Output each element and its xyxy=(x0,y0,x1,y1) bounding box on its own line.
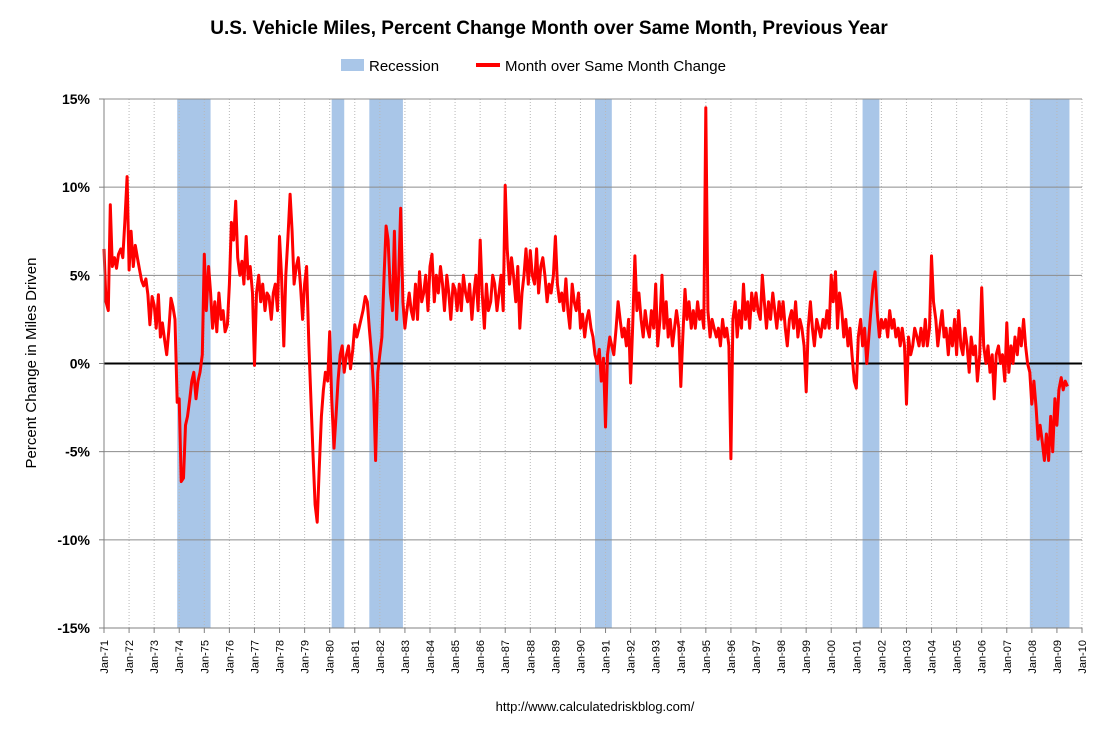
x-tick-label: Jan-92 xyxy=(626,640,638,674)
legend: Recession Month over Same Month Change xyxy=(341,58,726,75)
x-tick-label: Jan-72 xyxy=(124,640,136,674)
x-tick-label: Jan-08 xyxy=(1027,640,1039,674)
x-tick-label: Jan-91 xyxy=(601,640,613,674)
y-tick-label: -5% xyxy=(65,444,90,460)
y-tick-label: -15% xyxy=(57,620,90,636)
x-tick-label: Jan-05 xyxy=(952,640,964,674)
x-tick-label: Jan-09 xyxy=(1052,640,1064,674)
x-tick-label: Jan-88 xyxy=(525,640,537,674)
x-tick-label: Jan-76 xyxy=(224,640,236,674)
x-tick-label: Jan-99 xyxy=(801,640,813,674)
x-tick-label: Jan-95 xyxy=(701,640,713,674)
x-tick-label: Jan-84 xyxy=(425,640,437,674)
x-tick-label: Jan-85 xyxy=(450,640,462,674)
y-tick-label: 0% xyxy=(70,356,91,372)
legend-recession-label: Recession xyxy=(369,58,439,75)
x-tick-label: Jan-07 xyxy=(1002,640,1014,674)
x-tick-label: Jan-77 xyxy=(249,640,261,674)
x-tick-label: Jan-90 xyxy=(575,640,587,674)
x-tick-label: Jan-96 xyxy=(726,640,738,674)
x-tick-label: Jan-00 xyxy=(826,640,838,674)
x-tick-label: Jan-83 xyxy=(400,640,412,674)
x-tick-label: Jan-79 xyxy=(300,640,312,674)
chart-title: U.S. Vehicle Miles, Percent Change Month… xyxy=(210,18,888,39)
x-tick-label: Jan-82 xyxy=(375,640,387,674)
x-tick-label: Jan-74 xyxy=(174,640,186,674)
legend-recession-swatch xyxy=(341,59,364,71)
y-axis-label: Percent Change in Miles Driven xyxy=(23,258,40,469)
y-tick-label: -10% xyxy=(57,532,90,548)
legend-series-label: Month over Same Month Change xyxy=(505,58,726,75)
x-tick-label: Jan-10 xyxy=(1077,640,1089,674)
x-tick-label: Jan-02 xyxy=(876,640,888,674)
x-tick-label: Jan-06 xyxy=(977,640,989,674)
y-tick-label: 15% xyxy=(62,91,91,107)
x-tick-label: Jan-98 xyxy=(776,640,788,674)
x-tick-label: Jan-01 xyxy=(851,640,863,674)
x-tick-label: Jan-75 xyxy=(199,640,211,674)
x-tick-label: Jan-86 xyxy=(475,640,487,674)
x-tick-label: Jan-97 xyxy=(751,640,763,674)
x-tick-label: Jan-73 xyxy=(149,640,161,674)
x-tick-label: Jan-94 xyxy=(676,640,688,674)
x-tick-label: Jan-80 xyxy=(325,640,337,674)
x-tick-label: Jan-93 xyxy=(651,640,663,674)
series-line-1 xyxy=(102,106,1069,524)
x-tick-label: Jan-81 xyxy=(350,640,362,674)
source-url: http://www.calculatedriskblog.com/ xyxy=(496,699,695,714)
series-layer xyxy=(102,106,1069,524)
x-tick-label: Jan-87 xyxy=(500,640,512,674)
x-tick-label: Jan-71 xyxy=(99,640,111,674)
y-tick-label: 5% xyxy=(70,267,91,283)
x-tick-label: Jan-04 xyxy=(927,640,939,674)
x-tick-label: Jan-03 xyxy=(901,640,913,674)
y-tick-label: 10% xyxy=(62,179,91,195)
x-tick-label: Jan-78 xyxy=(275,640,287,674)
x-tick-label: Jan-89 xyxy=(550,640,562,674)
axis-layer: 15% 10% 5% 0% -5% -10% -15% Jan-71 Jan-72 Jan-73 J… xyxy=(57,91,1089,674)
